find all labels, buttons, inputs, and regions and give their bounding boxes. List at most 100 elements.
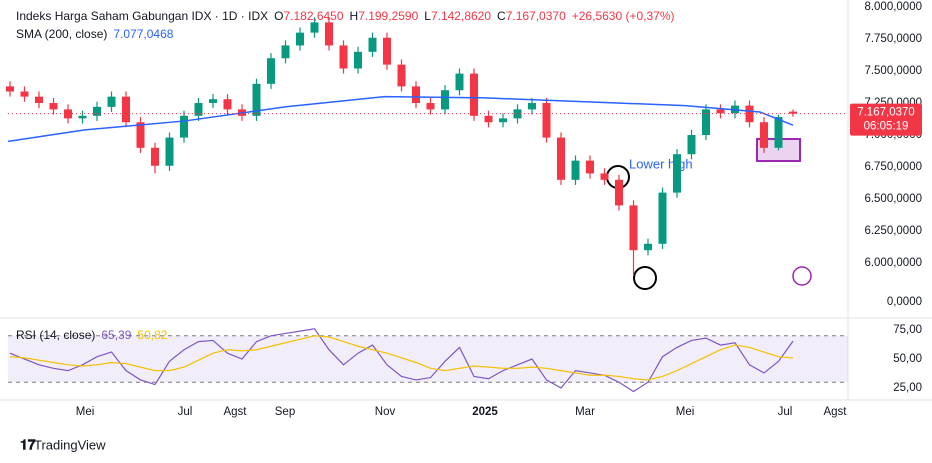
candle-body [586,160,594,174]
y-tick-label: 6.750,0000 [864,161,922,173]
rsi-band [8,335,848,383]
candle-body [673,154,681,193]
x-tick-label: Sep [275,406,295,418]
candle-body [93,106,101,116]
y-tick-label: 7.750,0000 [864,33,922,45]
candle-body [339,45,348,69]
legend-value: 50,82 [137,328,168,342]
candle-body [310,22,319,33]
x-tick-label: Jul [778,406,793,418]
ohlc-value: 7.199,2590 [358,9,419,23]
candle-body [325,22,333,46]
candle-body [499,118,507,123]
candle-body [107,96,116,107]
x-tick-label: Mei [676,406,695,418]
ohlc-prefix: H [349,9,359,23]
y-tick-label: 8.000,0000 [864,1,922,13]
candle-body [644,243,652,251]
x-tick-label: 2025 [472,406,498,418]
y-tick-label: 7.500,0000 [864,65,922,77]
candle-body [397,64,406,87]
candle-body [136,122,145,148]
candle-body [383,37,391,65]
candle-body [267,58,275,84]
candle-body [716,109,725,114]
ohlc-item: C7.167,0370 [497,9,566,23]
x-tick-label: Agst [223,406,247,418]
candle-body [760,122,768,148]
pane-zero-label: 0,0000 [887,296,922,308]
candle-body [412,86,420,104]
candle-body [426,103,435,110]
ohlc: O7.182,6450 H7.199,2590 L7.142,8620 C7.167,… [274,9,566,23]
rsi-line [9,335,794,381]
candle-body [368,37,377,52]
countdown: 06:05:19 [864,121,909,133]
candle-body [658,192,667,244]
y-tick-label: 50,00 [893,353,922,365]
ohlc-item: H7.199,2590 [350,9,419,23]
candle-body [455,73,464,91]
annotation-circle [633,266,657,290]
candle-body [180,115,188,138]
candle-body [78,115,87,119]
candle-body [20,91,29,97]
y-tick-label: 75,00 [893,324,922,336]
candle-body [281,45,290,59]
x-tick-label: Mar [575,406,595,418]
legend-entry: RSI (14, close) [16,328,96,342]
candle-body [528,103,536,110]
ohlc-item: O7.182,6450 [274,9,343,23]
change: +26,5630 (+0,37%) [571,9,675,23]
legend-title: Indeks Harga Saham Gabungan IDX · 1D · I… [16,9,269,23]
rsi-line [9,328,794,393]
sma-legend: SMA (200, close) 7.077,0468 [16,27,173,41]
sma-line [7,95,794,143]
candle-body [542,103,551,138]
alert-icon[interactable] [792,266,812,286]
ohlc-value: 7.167,0370 [505,9,566,23]
candle-body [209,99,217,104]
ohlc-item: L7.142,8620 [424,9,491,23]
ohlc-prefix: L [424,9,431,23]
candle-body [165,137,174,166]
price-badge [850,103,922,136]
candle-body [441,90,449,110]
candle-body [6,86,14,92]
candle-body [629,205,638,251]
candle-body [35,96,43,104]
candle-body [470,73,478,116]
y-tick-label: 6.250,0000 [864,225,922,237]
candle-body [774,117,783,148]
candle-body [484,115,493,123]
candle-body [49,103,58,110]
annotation-text: Lower high [629,156,693,171]
y-tick-label: 6.500,0000 [864,193,922,205]
legend-entry: SMA (200, close) [16,27,108,41]
candle-body [745,105,754,123]
candle-body [194,103,203,116]
x-tick-label: Mei [76,406,95,418]
candle-body [296,32,304,46]
x-tick-label: Agst [823,406,847,418]
candle-body [600,173,609,180]
candle-body [615,179,623,206]
candle-body [223,99,232,110]
candle-body [122,96,130,123]
candle-body [252,83,261,116]
y-tick-label: 6.000,0000 [864,257,922,269]
price-legend: Indeks Harga Saham Gabungan IDX · 1D · I… [16,9,675,23]
legend-value: 65,39 [101,328,132,342]
ohlc-prefix: C [497,9,506,23]
ohlc-value: 7.142,8620 [430,9,492,23]
candle-body [789,111,797,114]
legend-value: 7.077,0468 [113,27,174,41]
x-tick-label: Nov [375,406,396,418]
y-tick-label: 25,00 [893,382,922,394]
candle-body [513,109,522,119]
brand-logo: 𝟏𝟕 [20,437,36,453]
candle-body [354,51,362,69]
candle-body [571,160,580,180]
